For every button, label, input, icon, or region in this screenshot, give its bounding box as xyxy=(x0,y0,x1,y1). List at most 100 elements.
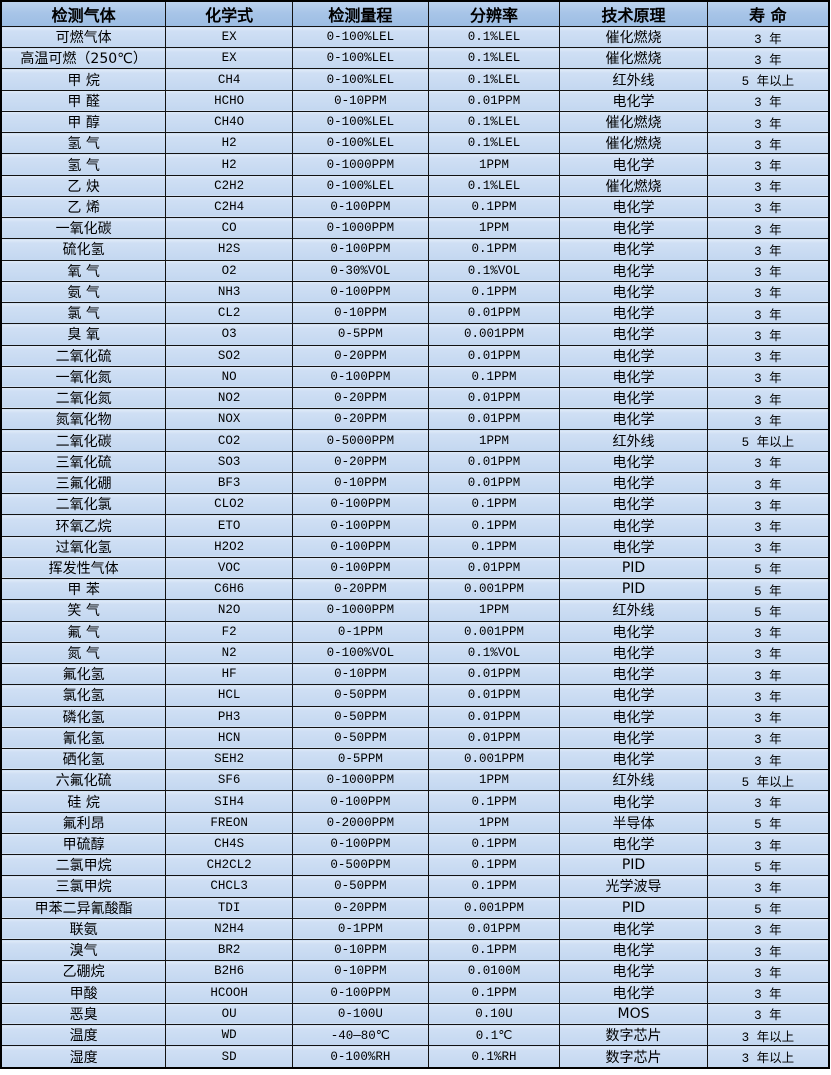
cell-range: 0-1PPM xyxy=(291,620,429,643)
table-row: 乙 炔 C2H2 0-100%LEL 0.1%LEL 催化燃烧 3 年 xyxy=(0,174,830,197)
cell-gas: 硅 烷 xyxy=(0,790,167,813)
cell-gas: 溴气 xyxy=(0,939,167,962)
cell-principle: 电化学 xyxy=(559,323,708,346)
cell-gas: 氟 气 xyxy=(0,620,167,643)
table-row: 二氧化氯 CLO2 0-100PPM 0.1PPM 电化学 3 年 xyxy=(0,493,830,516)
column-header-life: 寿 命 xyxy=(706,0,830,27)
cell-formula: BF3 xyxy=(165,471,293,495)
cell-formula: O3 xyxy=(165,323,293,346)
table-row: 甲苯二异氰酸酯 TDI 0-20PPM 0.001PPM PID 5 年 xyxy=(0,896,830,919)
cell-resolution: 0.1PPM xyxy=(427,238,561,261)
cell-formula: CL2 xyxy=(165,302,293,325)
table-row: 二氧化硫 SO2 0-20PPM 0.01PPM 电化学 3 年 xyxy=(0,344,830,367)
cell-resolution: 0.1%VOL xyxy=(427,641,561,665)
cell-range: 0-20PPM xyxy=(291,450,429,473)
cell-gas: 湿度 xyxy=(0,1045,167,1069)
table-row: 笑 气 N2O 0-1000PPM 1PPM 红外线 5 年 xyxy=(0,599,830,622)
cell-formula: NH3 xyxy=(165,280,293,304)
cell-gas: 磷化氢 xyxy=(0,705,167,728)
cell-life: 3 年 xyxy=(706,89,830,112)
cell-resolution: 0.1PPM xyxy=(427,195,561,219)
table-row: 甲 醛 HCHO 0-10PPM 0.01PPM 电化学 3 年 xyxy=(0,89,830,112)
cell-formula: TDI xyxy=(165,896,293,919)
cell-range: 0-50PPM xyxy=(291,726,429,749)
column-header-formula: 化学式 xyxy=(165,0,293,27)
cell-formula: H2 xyxy=(165,153,293,176)
cell-formula: H2S xyxy=(165,238,293,261)
cell-principle: 电化学 xyxy=(559,344,708,367)
cell-range: 0-50PPM xyxy=(291,684,429,707)
table-row: 氧 气 O2 0-30%VOL 0.1%VOL 电化学 3 年 xyxy=(0,259,830,282)
cell-gas: 臭 氧 xyxy=(0,323,167,346)
cell-life: 3 年 xyxy=(706,875,830,898)
cell-range: 0-5PPM xyxy=(291,323,429,346)
cell-range: 0-100%LEL xyxy=(291,47,429,70)
cell-life: 3 年 xyxy=(706,1002,830,1026)
cell-life: 3 年 xyxy=(706,344,830,367)
cell-gas: 一氧化氮 xyxy=(0,365,167,388)
cell-resolution: 1PPM xyxy=(427,599,561,622)
cell-formula: B2H6 xyxy=(165,960,293,983)
cell-range: 0-500PPM xyxy=(291,854,429,877)
table-row: 氟利昂 FREON 0-2000PPM 1PPM 半导体 5 年 xyxy=(0,811,830,834)
column-header-gas: 检测气体 xyxy=(0,0,167,27)
column-header-range: 检测量程 xyxy=(291,0,429,27)
cell-gas: 二氯甲烷 xyxy=(0,854,167,877)
cell-formula: CHCL3 xyxy=(165,875,293,898)
table-row: 氮 气 N2 0-100%VOL 0.1%VOL 电化学 3 年 xyxy=(0,641,830,665)
cell-principle: 催化燃烧 xyxy=(559,174,708,197)
cell-life: 5 年以上 xyxy=(706,769,830,792)
table-row: 氨 气 NH3 0-100PPM 0.1PPM 电化学 3 年 xyxy=(0,280,830,304)
table-header: 检测气体 化学式 检测量程 分辨率 技术原理 寿 命 xyxy=(0,0,830,27)
cell-life: 3 年 xyxy=(706,471,830,495)
cell-formula: N2H4 xyxy=(165,917,293,941)
cell-principle: 电化学 xyxy=(559,960,708,983)
cell-formula: SIH4 xyxy=(165,790,293,813)
cell-life: 3 年以上 xyxy=(706,1045,830,1069)
cell-resolution: 0.01PPM xyxy=(427,450,561,473)
cell-resolution: 0.1%LEL xyxy=(427,110,561,134)
cell-gas: 甲酸 xyxy=(0,981,167,1004)
cell-principle: 半导体 xyxy=(559,811,708,834)
cell-formula: SD xyxy=(165,1045,293,1069)
table-row: 氮氧化物 NOX 0-20PPM 0.01PPM 电化学 3 年 xyxy=(0,408,830,431)
cell-gas: 氮氧化物 xyxy=(0,408,167,431)
cell-resolution: 0.001PPM xyxy=(427,747,561,771)
cell-principle: 电化学 xyxy=(559,365,708,388)
cell-resolution: 1PPM xyxy=(427,769,561,792)
cell-gas: 过氧化氢 xyxy=(0,535,167,558)
table-row: 氯 气 CL2 0-10PPM 0.01PPM 电化学 3 年 xyxy=(0,302,830,325)
cell-resolution: 0.1PPM xyxy=(427,790,561,813)
cell-formula: FREON xyxy=(165,811,293,834)
cell-formula: N2O xyxy=(165,599,293,622)
cell-life: 5 年 xyxy=(706,854,830,877)
cell-life: 3 年 xyxy=(706,981,830,1004)
cell-gas: 六氟化硫 xyxy=(0,769,167,792)
table-row: 氟 气 F2 0-1PPM 0.001PPM 电化学 3 年 xyxy=(0,620,830,643)
cell-life: 3 年 xyxy=(706,25,830,49)
cell-resolution: 1PPM xyxy=(427,429,561,452)
cell-formula: SF6 xyxy=(165,769,293,792)
cell-principle: 电化学 xyxy=(559,535,708,558)
cell-gas: 二氧化碳 xyxy=(0,429,167,452)
column-header-principle: 技术原理 xyxy=(559,0,708,27)
table-row: 磷化氢 PH3 0-50PPM 0.01PPM 电化学 3 年 xyxy=(0,705,830,728)
cell-principle: PID xyxy=(559,854,708,877)
cell-life: 3 年 xyxy=(706,302,830,325)
cell-range: 0-100PPM xyxy=(291,365,429,388)
cell-gas: 乙硼烷 xyxy=(0,960,167,983)
cell-formula: HCHO xyxy=(165,89,293,112)
cell-formula: CLO2 xyxy=(165,493,293,516)
cell-life: 3 年 xyxy=(706,174,830,197)
cell-life: 5 年 xyxy=(706,896,830,919)
cell-formula: SO3 xyxy=(165,450,293,473)
cell-resolution: 0.01PPM xyxy=(427,705,561,728)
cell-formula: CO2 xyxy=(165,429,293,452)
cell-resolution: 0.001PPM xyxy=(427,323,561,346)
cell-formula: C6H6 xyxy=(165,578,293,601)
table-row: 甲 苯 C6H6 0-20PPM 0.001PPM PID 5 年 xyxy=(0,578,830,601)
cell-resolution: 0.01PPM xyxy=(427,89,561,112)
cell-principle: 电化学 xyxy=(559,450,708,473)
cell-range: 0-10PPM xyxy=(291,939,429,962)
cell-gas: 氯 气 xyxy=(0,302,167,325)
